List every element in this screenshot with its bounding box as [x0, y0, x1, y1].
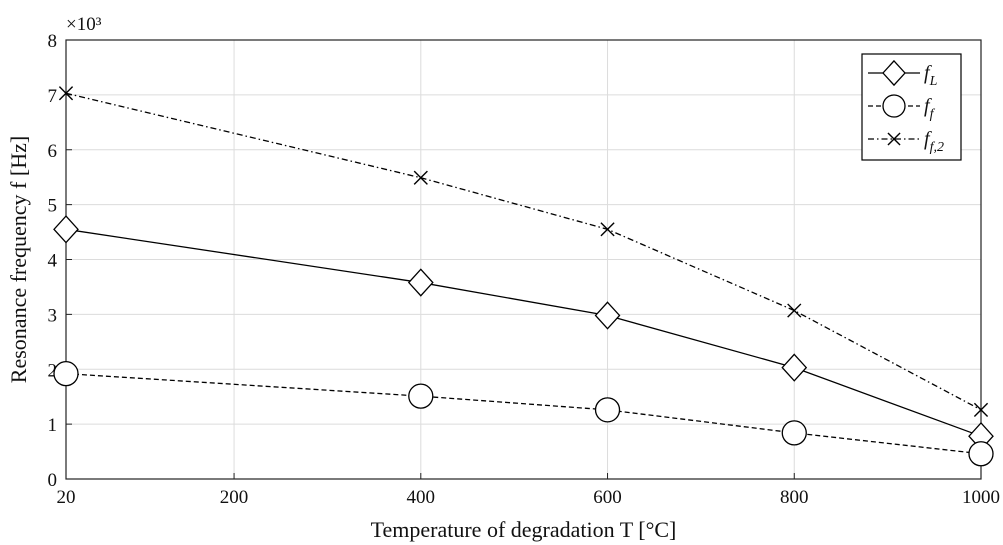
data-point [413, 170, 428, 185]
legend-label: ff,2 [924, 128, 944, 155]
legend-marker [882, 59, 906, 87]
series-line [65, 372, 982, 455]
data-point [781, 420, 807, 446]
series-2 [58, 86, 989, 417]
series-line [65, 228, 982, 437]
y-tick-label: 7 [48, 86, 58, 107]
x-tick-label: 20 [57, 487, 76, 508]
legend: fL ff ff,2 [861, 53, 962, 161]
data-point [600, 222, 615, 237]
y-axis-ticks: 0 1 2 3 4 5 6 7 8 [48, 31, 72, 491]
y-axis-multiplier: ×10³ [66, 14, 102, 35]
x-tick-label: 600 [593, 487, 622, 508]
x-tick-label: 200 [220, 487, 249, 508]
data-point [787, 303, 802, 318]
x-tick-label: 800 [780, 487, 809, 508]
legend-marker [887, 132, 901, 146]
x-tick-label: 400 [407, 487, 436, 508]
data-point [53, 215, 79, 244]
legend-item: ff [868, 94, 936, 122]
data-point [973, 402, 989, 417]
series-layer [53, 86, 994, 467]
y-axis-label: Resonance frequency f [Hz] [6, 136, 31, 383]
x-axis-label: Temperature of degradation T [°C] [371, 517, 677, 542]
data-point [968, 441, 994, 467]
legend-box [861, 53, 962, 161]
y-tick-label: 2 [48, 360, 58, 381]
y-tick-label: 6 [48, 141, 58, 162]
data-point [408, 383, 434, 409]
legend-marker [882, 94, 906, 118]
series-0 [53, 215, 994, 451]
legend-label: fL [924, 62, 938, 89]
x-tick-label: 1000 [962, 487, 1000, 508]
data-point [594, 397, 621, 423]
y-tick-label: 5 [48, 196, 58, 217]
legend-item: ff,2 [868, 128, 944, 155]
data-point [781, 353, 808, 382]
y-tick-label: 0 [48, 470, 58, 491]
legend-label: ff [924, 95, 936, 122]
data-point [407, 268, 434, 297]
series-1 [53, 360, 994, 467]
data-point [594, 301, 621, 330]
data-point [53, 360, 79, 387]
x-axis-ticks: 20 200 400 600 800 1000 [57, 473, 1000, 508]
y-tick-label: 8 [48, 31, 58, 52]
y-tick-label: 3 [48, 305, 58, 326]
grid [65, 39, 982, 480]
data-point [58, 86, 74, 101]
legend-item: fL [868, 59, 938, 89]
y-tick-label: 1 [48, 415, 58, 436]
series-line [65, 92, 982, 411]
y-tick-label: 4 [48, 251, 58, 272]
